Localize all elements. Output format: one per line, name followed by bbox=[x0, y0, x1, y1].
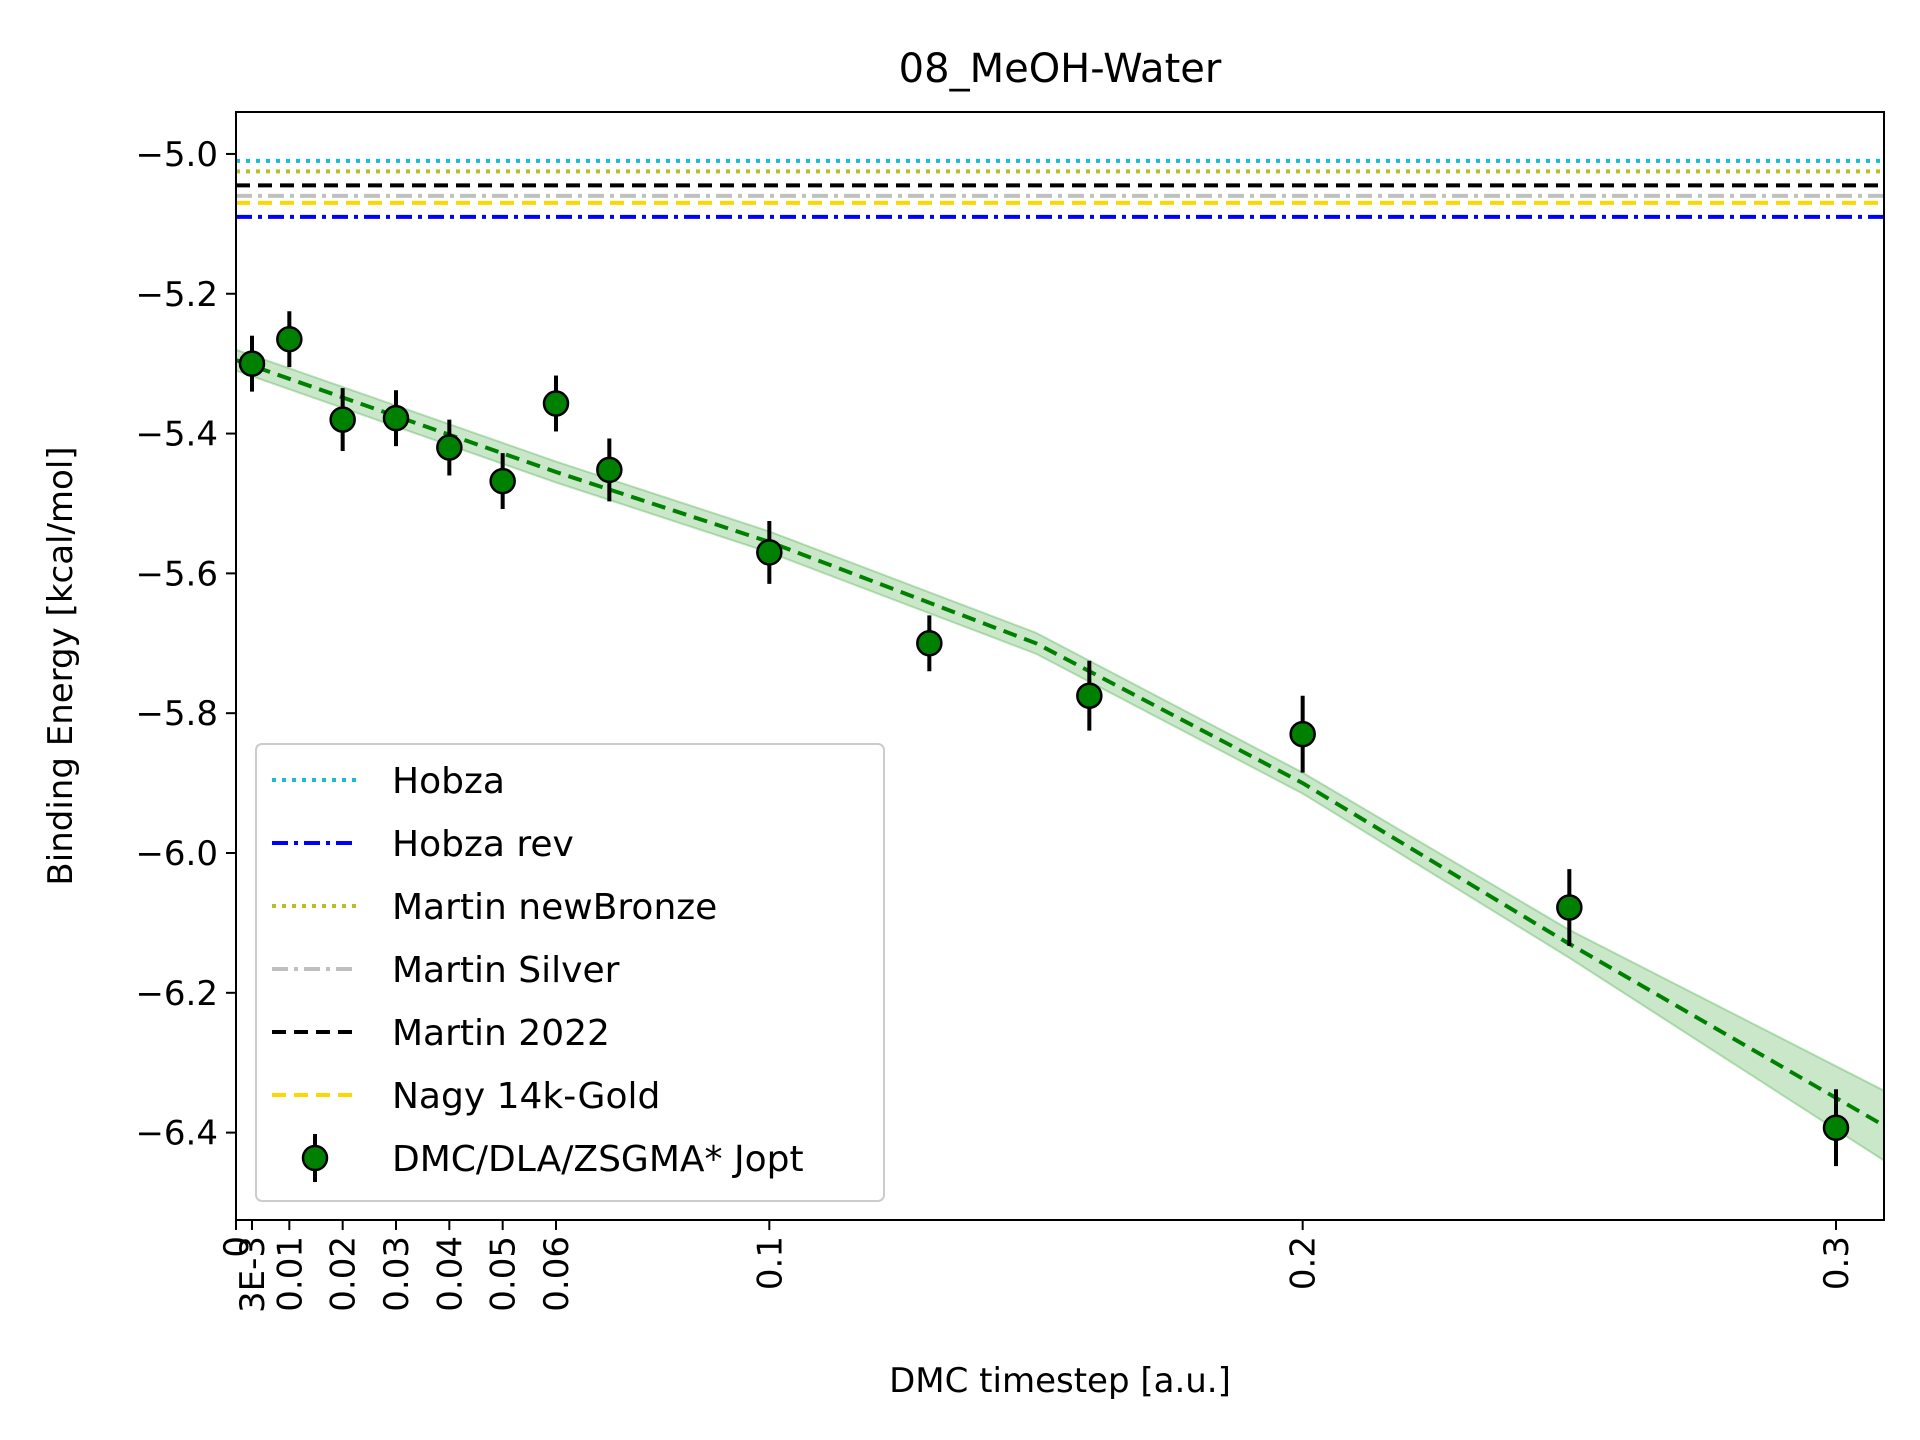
y-axis: −5.0 −5.2 −5.4 −5.6 −5.8 −6.0 −6.2 −6.4 bbox=[135, 135, 236, 1154]
x-tick-label: 0.05 bbox=[484, 1236, 524, 1312]
x-tick-label: 0.06 bbox=[537, 1236, 577, 1312]
y-tick-label: −5.4 bbox=[135, 415, 218, 455]
data-point bbox=[1289, 720, 1316, 748]
chart-title: 08_MeOH-Water bbox=[899, 46, 1222, 92]
legend-label: Hobza rev bbox=[392, 824, 574, 865]
y-tick-label: −5.2 bbox=[135, 275, 218, 315]
x-axis: 03E-30.01 0.02 0.03 0.04 0.05 0.06 0.1 0.2 0.3 bbox=[217, 1220, 1857, 1313]
legend-label: DMC/DLA/ZSGMA* Jopt bbox=[392, 1139, 804, 1180]
legend-label: Martin Silver bbox=[392, 950, 620, 991]
data-point bbox=[489, 467, 516, 495]
legend-label: Nagy 14k-Gold bbox=[392, 1076, 660, 1117]
y-axis-label: Binding Energy [kcal/mol] bbox=[41, 446, 81, 885]
plot-area bbox=[236, 158, 1884, 1167]
y-tick-label: −5.6 bbox=[135, 554, 218, 594]
x-tick-label: 0.01 bbox=[270, 1236, 310, 1312]
data-point bbox=[916, 630, 943, 657]
data-point bbox=[542, 390, 570, 417]
legend-box bbox=[255, 743, 885, 1202]
data-point bbox=[1076, 682, 1103, 709]
legend-label: Martin 2022 bbox=[392, 1013, 610, 1054]
x-tick-label: 0 bbox=[217, 1236, 257, 1258]
legend-swatch bbox=[301, 1144, 329, 1172]
x-tick-label: 0.02 bbox=[324, 1236, 364, 1312]
plot-clipped-group bbox=[236, 158, 1884, 1167]
fit-line bbox=[236, 358, 1884, 1128]
x-tick-label: 0.2 bbox=[1284, 1236, 1324, 1290]
data-point bbox=[238, 350, 266, 377]
y-tick-label: −6.2 bbox=[135, 974, 218, 1014]
y-tick-label: −6.0 bbox=[135, 834, 218, 874]
x-tick-label: 0.3 bbox=[1817, 1236, 1857, 1290]
data-point bbox=[382, 404, 410, 432]
x-tick-label: 0.1 bbox=[750, 1236, 790, 1290]
data-point bbox=[276, 325, 303, 353]
data-point bbox=[436, 434, 463, 461]
data-point bbox=[596, 456, 623, 484]
legend-label: Hobza bbox=[392, 761, 505, 802]
x-tick-label: 3E-3 bbox=[233, 1236, 273, 1313]
x-tick-label: 0.03 bbox=[377, 1236, 417, 1312]
y-tick-label: −6.4 bbox=[135, 1114, 218, 1154]
data-point bbox=[1822, 1114, 1850, 1141]
x-tick-label: 0.04 bbox=[430, 1236, 470, 1312]
data-point bbox=[329, 406, 356, 433]
data-point bbox=[756, 539, 783, 566]
y-tick-label: −5.0 bbox=[135, 135, 218, 175]
data-point bbox=[1556, 894, 1583, 921]
plot-frame bbox=[235, 111, 1885, 1221]
legend: Hobza Hobza rev Martin newBronze Martin Sil… bbox=[255, 743, 885, 1202]
y-tick-label: −5.8 bbox=[135, 694, 218, 734]
x-axis-label: DMC timestep [a.u.] bbox=[889, 1361, 1231, 1401]
legend-label: Martin newBronze bbox=[392, 887, 717, 928]
